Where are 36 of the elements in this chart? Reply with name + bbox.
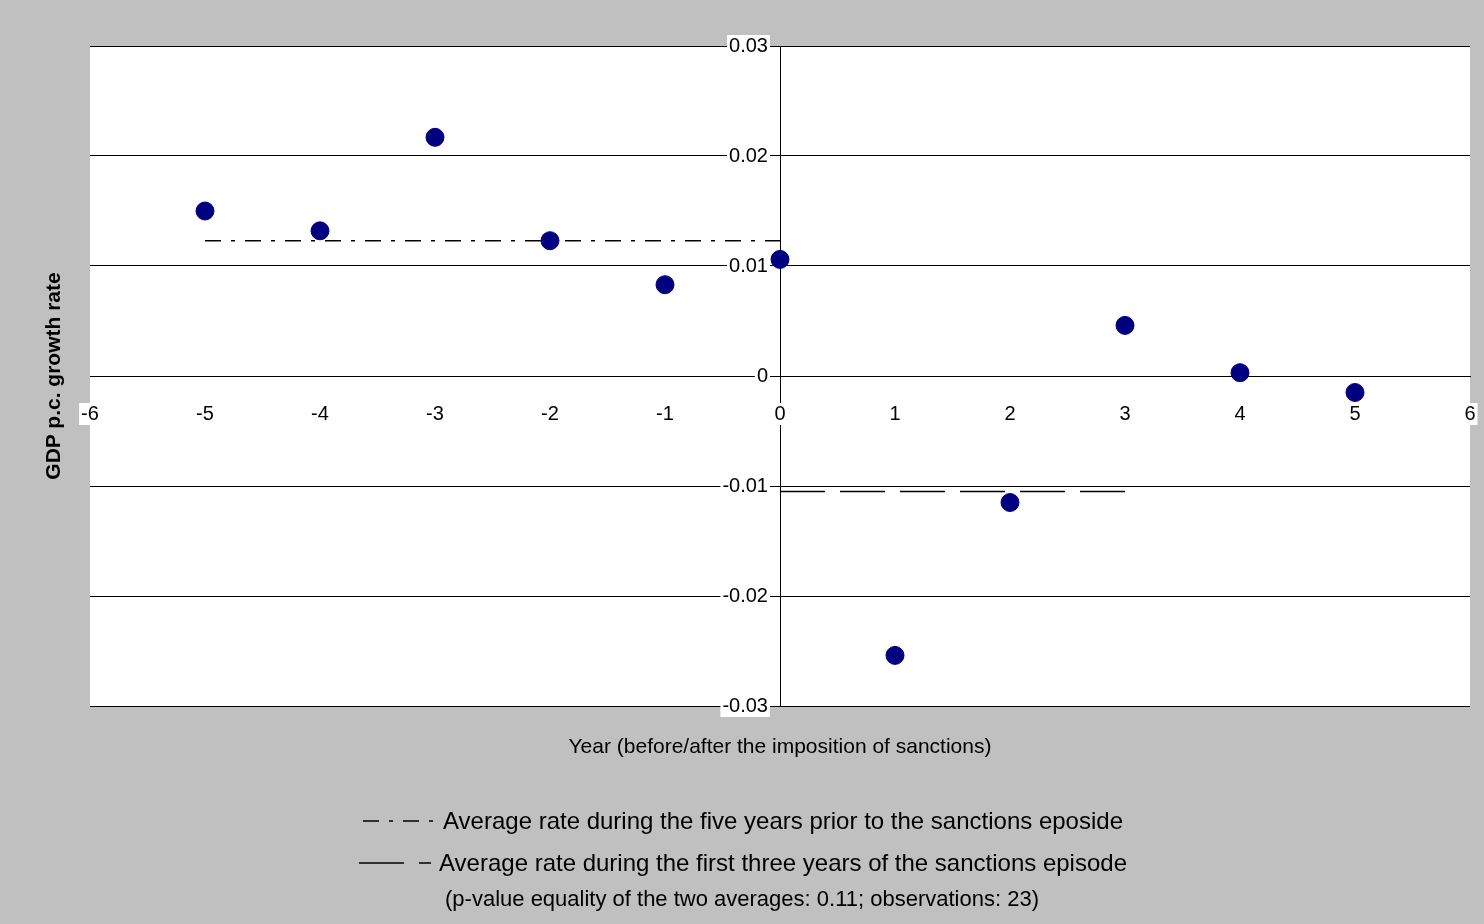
y-tick-label: -0.02 — [722, 583, 768, 606]
y-tick-label: 0 — [756, 363, 768, 386]
x-tick-label: 0 — [774, 401, 786, 424]
text: (p-value equality of the two averages: 0.11; observations: 23) — [444, 886, 1040, 912]
legend-label: Average rate during the first three years of the sanctions episode — [439, 849, 1127, 877]
point — [540, 231, 560, 251]
point — [425, 127, 445, 147]
x-tick-label: 3 — [1119, 401, 1131, 424]
point — [655, 275, 675, 295]
x-tick-label: 2 — [1004, 401, 1016, 424]
x-tick-label: -4 — [311, 401, 329, 424]
x-tick-label: -3 — [426, 401, 444, 424]
y-axis-title: GDP p.c. growth rate — [41, 272, 65, 480]
x-tick-label: 5 — [1349, 401, 1361, 424]
legend-label: Average rate during the five years prior to the sanctions eposide — [443, 807, 1123, 835]
point — [885, 645, 905, 665]
y-tick-label: 0.03 — [729, 33, 768, 56]
x-axis-title: Year (before/after the imposition of sanctions) — [567, 734, 993, 758]
point — [770, 249, 790, 269]
y-tick-label: -0.03 — [722, 693, 768, 716]
point — [310, 221, 330, 241]
point — [1000, 493, 1020, 512]
x-tick-label: 6 — [1464, 401, 1476, 424]
x-tick-label: -2 — [541, 401, 559, 424]
point — [1115, 315, 1135, 335]
y-tick-label: 0.01 — [729, 253, 768, 276]
x-tick-label: -5 — [196, 401, 214, 424]
x-tick-label: 1 — [889, 401, 901, 424]
y-tick-label: -0.01 — [722, 473, 768, 496]
point — [1345, 383, 1365, 402]
x-tick-label: -1 — [656, 401, 674, 424]
point — [1230, 363, 1250, 383]
y-tick-label: 0.02 — [729, 143, 768, 166]
point — [195, 201, 215, 221]
x-tick-label: -6 — [81, 401, 99, 424]
x-tick-label: 4 — [1234, 401, 1246, 424]
